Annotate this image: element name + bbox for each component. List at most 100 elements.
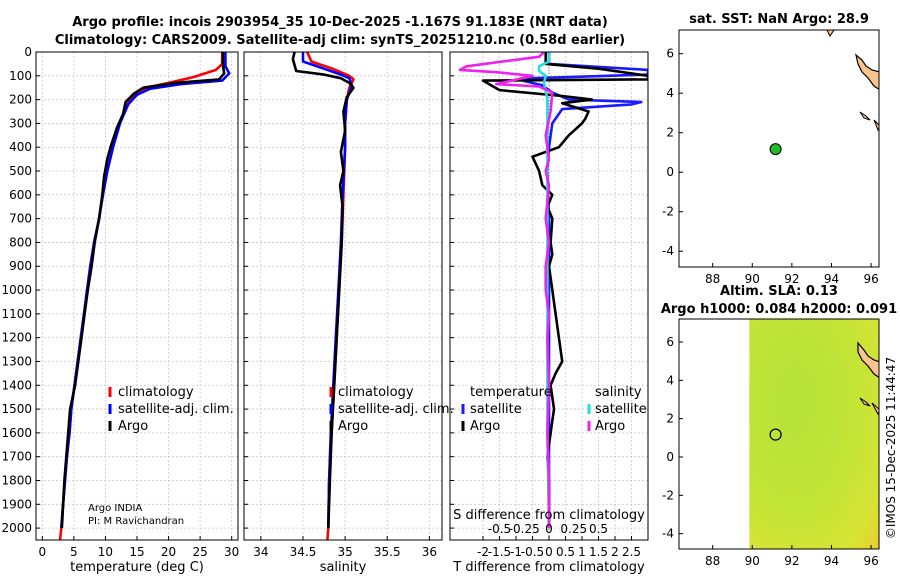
land-polygon: [826, 30, 835, 37]
x-tick-label: 5: [70, 545, 78, 559]
y-tick-label: 1400: [1, 378, 32, 392]
map-y-tick-label: 4: [666, 373, 674, 387]
map-x-tick-label: 96: [863, 272, 878, 286]
map-x-tick-label: 90: [745, 272, 760, 286]
salinity-diff-tick-label: 0.5: [589, 522, 608, 536]
figure-title-line1: Argo profile: incois 2903954_35 10-Dec-2…: [72, 15, 608, 30]
x-tick-label: 35: [337, 545, 352, 559]
x-tick-label: 30: [224, 545, 239, 559]
watermark: ©IMOS 15-Dec-2025 11:44:47: [884, 357, 898, 539]
y-tick-label: 400: [9, 140, 32, 154]
x-tick-label: 10: [98, 545, 113, 559]
map-y-tick-label: -4: [662, 527, 674, 541]
temperature-profiles: [58, 52, 231, 540]
map-y-tick-label: 2: [666, 412, 674, 426]
sla-map-content: [749, 319, 879, 549]
series-line-satellite-temperature: [521, 52, 648, 529]
salinity-ticks: 34 34.5 35 35.5 36: [244, 51, 437, 559]
y-tick-label: 800: [9, 235, 32, 249]
sla-field: [749, 319, 879, 549]
y-tick-label: 1800: [1, 473, 32, 487]
series-line-argo: [60, 52, 226, 529]
land-polygon: [871, 402, 879, 416]
x-tick-label: 0: [545, 545, 553, 559]
y-tick-label: 100: [9, 69, 32, 83]
sla-map-title: Altim. SLA: 0.13: [720, 284, 838, 299]
sla-map-ticks: 88 90 92 94 96 -4 -2 0 2 4 6: [662, 335, 879, 568]
land-polygon: [859, 111, 871, 121]
legend-header-temperature: temperature: [470, 385, 552, 400]
x-tick-label: -1: [510, 545, 522, 559]
land-polygon: [857, 341, 879, 379]
y-tick-label: 200: [9, 93, 32, 107]
salinity-panel: 34 34.5 35 35.5 36 salinity climatology sate…: [243, 51, 454, 575]
series-line-argo: [291, 52, 355, 529]
y-tick-label: 1200: [1, 331, 32, 345]
legend-header-salinity: salinity: [595, 385, 642, 400]
sla-map-panel: Altim. SLA: 0.13 Argo h1000: 0.084 h2000…: [661, 284, 897, 568]
x-tick-label: 34: [253, 545, 268, 559]
salinity-diff-tick-label: -0.25: [509, 522, 540, 536]
difference-xlabel-salinity: S difference from climatology: [453, 508, 645, 523]
x-tick-label: 1: [578, 545, 586, 559]
difference-profiles: [458, 52, 648, 529]
map-x-tick-label: 94: [824, 272, 839, 286]
salinity-axes-frame: [243, 51, 443, 541]
temperature-xlabel: temperature (deg C): [70, 560, 204, 575]
y-tick-label: 2000: [1, 521, 32, 535]
y-tick-label: 1900: [1, 497, 32, 511]
salinity-gridlines: [244, 51, 442, 540]
map-x-tick-label: 92: [784, 272, 799, 286]
x-tick-label: 2: [611, 545, 619, 559]
map-y-tick-label: -2: [662, 205, 674, 219]
argo-float-marker: [769, 143, 782, 156]
difference-ticks: -2-1.5-1-0.5 0 0.5 1 1.5 2 2.5-0.5-0.25 0 0.25 0.…: [450, 51, 641, 559]
map-y-tick-label: 0: [666, 165, 674, 179]
legend-label-climatology: climatology: [118, 385, 194, 400]
y-tick-label: 1100: [1, 307, 32, 321]
map-x-tick-label: 88: [705, 554, 720, 568]
legend-label-satellite: satellite-adj. clim.: [118, 402, 234, 417]
map-x-tick-label: 88: [705, 272, 720, 286]
difference-legend: temperature salinity satellite Argo sate…: [461, 385, 647, 434]
land-polygon: [855, 53, 879, 91]
map-x-tick-label: 96: [863, 554, 878, 568]
map-y-tick-label: 0: [666, 450, 674, 464]
sst-map-frame: [678, 29, 880, 268]
series-line-argo-salinity: [458, 52, 554, 529]
x-tick-label: 15: [129, 545, 144, 559]
x-tick-label: -0.5: [521, 545, 544, 559]
legend-label-satellite: satellite-adj. clim.: [338, 402, 454, 417]
footnote-line1: Argo INDIA: [88, 503, 143, 514]
argo-float-marker: [769, 428, 782, 441]
legend-label-argo-salinity: Argo: [595, 419, 625, 434]
y-tick-label: 0: [24, 45, 32, 59]
y-tick-label: 700: [9, 212, 32, 226]
map-y-tick-label: 6: [666, 47, 674, 61]
y-tick-label: 300: [9, 116, 32, 130]
legend-label-argo: Argo: [338, 419, 368, 434]
legend-label-argo-temperature: Argo: [470, 419, 500, 434]
sla-map-frame: [678, 318, 880, 550]
y-tick-label: 1000: [1, 283, 32, 297]
legend-label-satellite-salinity: satellite: [595, 402, 647, 417]
legend-label-argo: Argo: [118, 419, 148, 434]
y-tick-label: 600: [9, 188, 32, 202]
temperature-ticks: 0100200300400500600700800900100011001200…: [1, 45, 239, 559]
x-tick-label: -1.5: [488, 545, 511, 559]
x-tick-label: 1.5: [589, 545, 608, 559]
map-x-tick-label: 94: [824, 554, 839, 568]
sla-map-subtitle: Argo h1000: 0.084 h2000: 0.091: [661, 302, 897, 317]
difference-xlabel-temperature: T difference from climatology: [452, 560, 645, 575]
x-tick-label: -2: [477, 545, 489, 559]
y-tick-label: 1700: [1, 450, 32, 464]
salinity-diff-tick-label: -0.5: [488, 522, 511, 536]
salinity-xlabel: salinity: [320, 560, 367, 575]
sst-map-content: [826, 30, 879, 132]
legend-label-satellite-temperature: satellite: [470, 402, 522, 417]
salinity-diff-tick-label: 0: [545, 522, 553, 536]
y-tick-label: 1500: [1, 402, 32, 416]
x-tick-label: 20: [161, 545, 176, 559]
figure-title-line2: Climatology: CARS2009. Satellite-adj cli…: [55, 33, 625, 48]
